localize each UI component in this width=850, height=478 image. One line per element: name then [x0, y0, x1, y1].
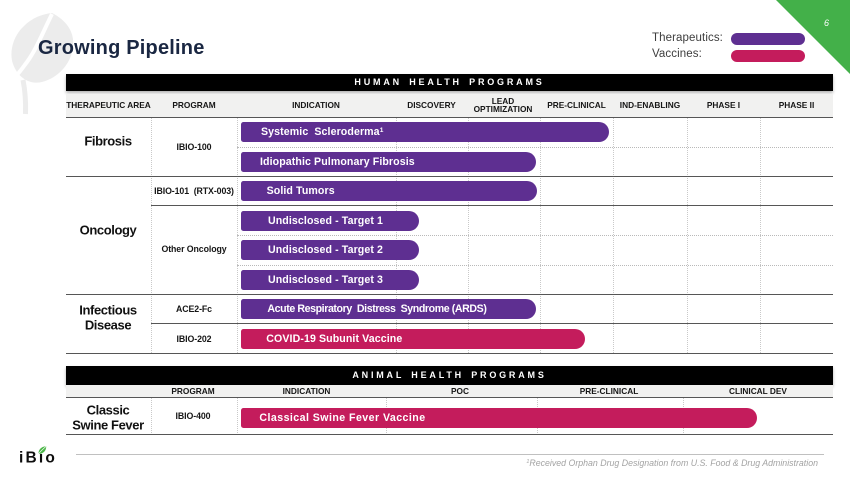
svg-text:6: 6	[824, 18, 829, 28]
svg-text:iBio: iBio	[19, 449, 57, 466]
